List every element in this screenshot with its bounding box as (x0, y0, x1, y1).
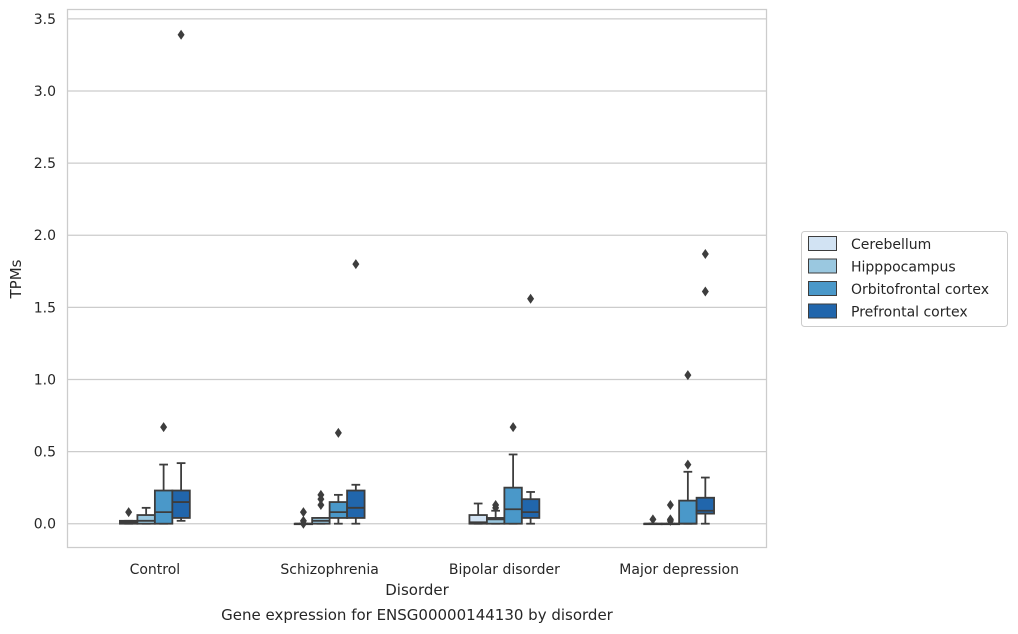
legend-swatch (808, 236, 837, 251)
outlier-marker (666, 499, 674, 510)
box-iqr (153, 489, 174, 525)
outlier-marker (352, 259, 360, 270)
y-tick-label: 0.0 (34, 517, 56, 533)
x-tick-labels: Control Schizophrenia Bipolar disorder Majo… (130, 562, 739, 578)
box-orbitofrontal-cortex (503, 422, 523, 525)
box-hipppocampus (485, 499, 506, 525)
x-tick-label: Bipolar disorder (449, 562, 560, 578)
box-iqr (346, 489, 366, 519)
figure-caption: Gene expression for ENSG00000144130 by d… (221, 606, 613, 624)
box-orbitofrontal-cortex (678, 370, 698, 525)
outlier-marker (492, 499, 500, 510)
x-tick-label: Major depression (619, 562, 739, 578)
legend-swatch (808, 258, 837, 274)
y-tick-label: 1.0 (34, 372, 56, 388)
y-tick-label: 1.5 (34, 300, 56, 316)
legend-label: Orbitofrontal cortex (851, 282, 989, 298)
y-tick-label: 0.5 (34, 445, 56, 461)
x-tick-label: Control (130, 562, 181, 578)
legend-swatch (808, 303, 837, 319)
box-iqr (503, 486, 523, 525)
outlier-marker (684, 459, 692, 470)
box-iqr (328, 501, 349, 519)
box-cerebellum (643, 514, 663, 526)
legend-frame (801, 231, 1008, 327)
y-tick-label: 3.5 (34, 12, 56, 28)
gridlines (67, 18, 767, 525)
y-tick-label: 2.5 (34, 156, 56, 172)
legend-swatch (808, 281, 837, 296)
outlier-marker (701, 248, 709, 259)
box-iqr (678, 499, 698, 525)
plot-frame (66, 8, 768, 549)
box-prefrontal-cortex (520, 293, 541, 525)
outlier-marker (701, 286, 709, 297)
box-cerebellum (119, 507, 139, 525)
outlier-marker (125, 507, 133, 518)
outlier-marker (649, 514, 657, 525)
box-hipppocampus (136, 506, 156, 525)
box-hipppocampus (660, 499, 681, 526)
y-axis-label: TPMs (7, 259, 25, 299)
legend-label: Hipppocampus (851, 260, 956, 276)
box-cerebellum (468, 502, 488, 525)
box-orbitofrontal-cortex (328, 427, 349, 525)
box-iqr (171, 489, 191, 519)
outlier-marker (527, 293, 535, 304)
outlier-marker (160, 422, 168, 433)
legend-label: Prefrontal cortex (851, 305, 968, 321)
y-tick-labels: 0.0 0.5 1.0 1.5 2.0 2.5 3.0 3.5 (34, 12, 56, 533)
box-hipppocampus (311, 489, 331, 525)
y-tick-label: 2.0 (34, 228, 56, 244)
box-prefrontal-cortex (346, 259, 366, 525)
box-iqr (136, 514, 156, 525)
outlier-marker (317, 499, 325, 510)
box-iqr (520, 498, 541, 519)
box-cerebellum (293, 507, 314, 529)
outlier-marker (177, 29, 185, 40)
outlier-marker (299, 515, 307, 526)
y-tick-label: 3.0 (34, 84, 56, 100)
legend-label: Cerebellum (851, 237, 931, 253)
legend: Cerebellum Hipppocampus Orbitofrontal cort… (801, 231, 1008, 327)
x-tick-label: Schizophrenia (280, 562, 378, 578)
box-plots (119, 29, 715, 529)
outlier-marker (317, 489, 325, 500)
box-prefrontal-cortex (695, 248, 715, 525)
box-iqr (695, 496, 715, 515)
x-axis-label: Disorder (385, 581, 449, 599)
outlier-marker (666, 514, 674, 525)
outlier-marker (684, 370, 692, 381)
outlier-marker (299, 507, 307, 518)
box-prefrontal-cortex (171, 29, 191, 522)
outlier-marker (334, 427, 342, 438)
box-orbitofrontal-cortex (153, 422, 174, 525)
outlier-marker (509, 422, 517, 433)
